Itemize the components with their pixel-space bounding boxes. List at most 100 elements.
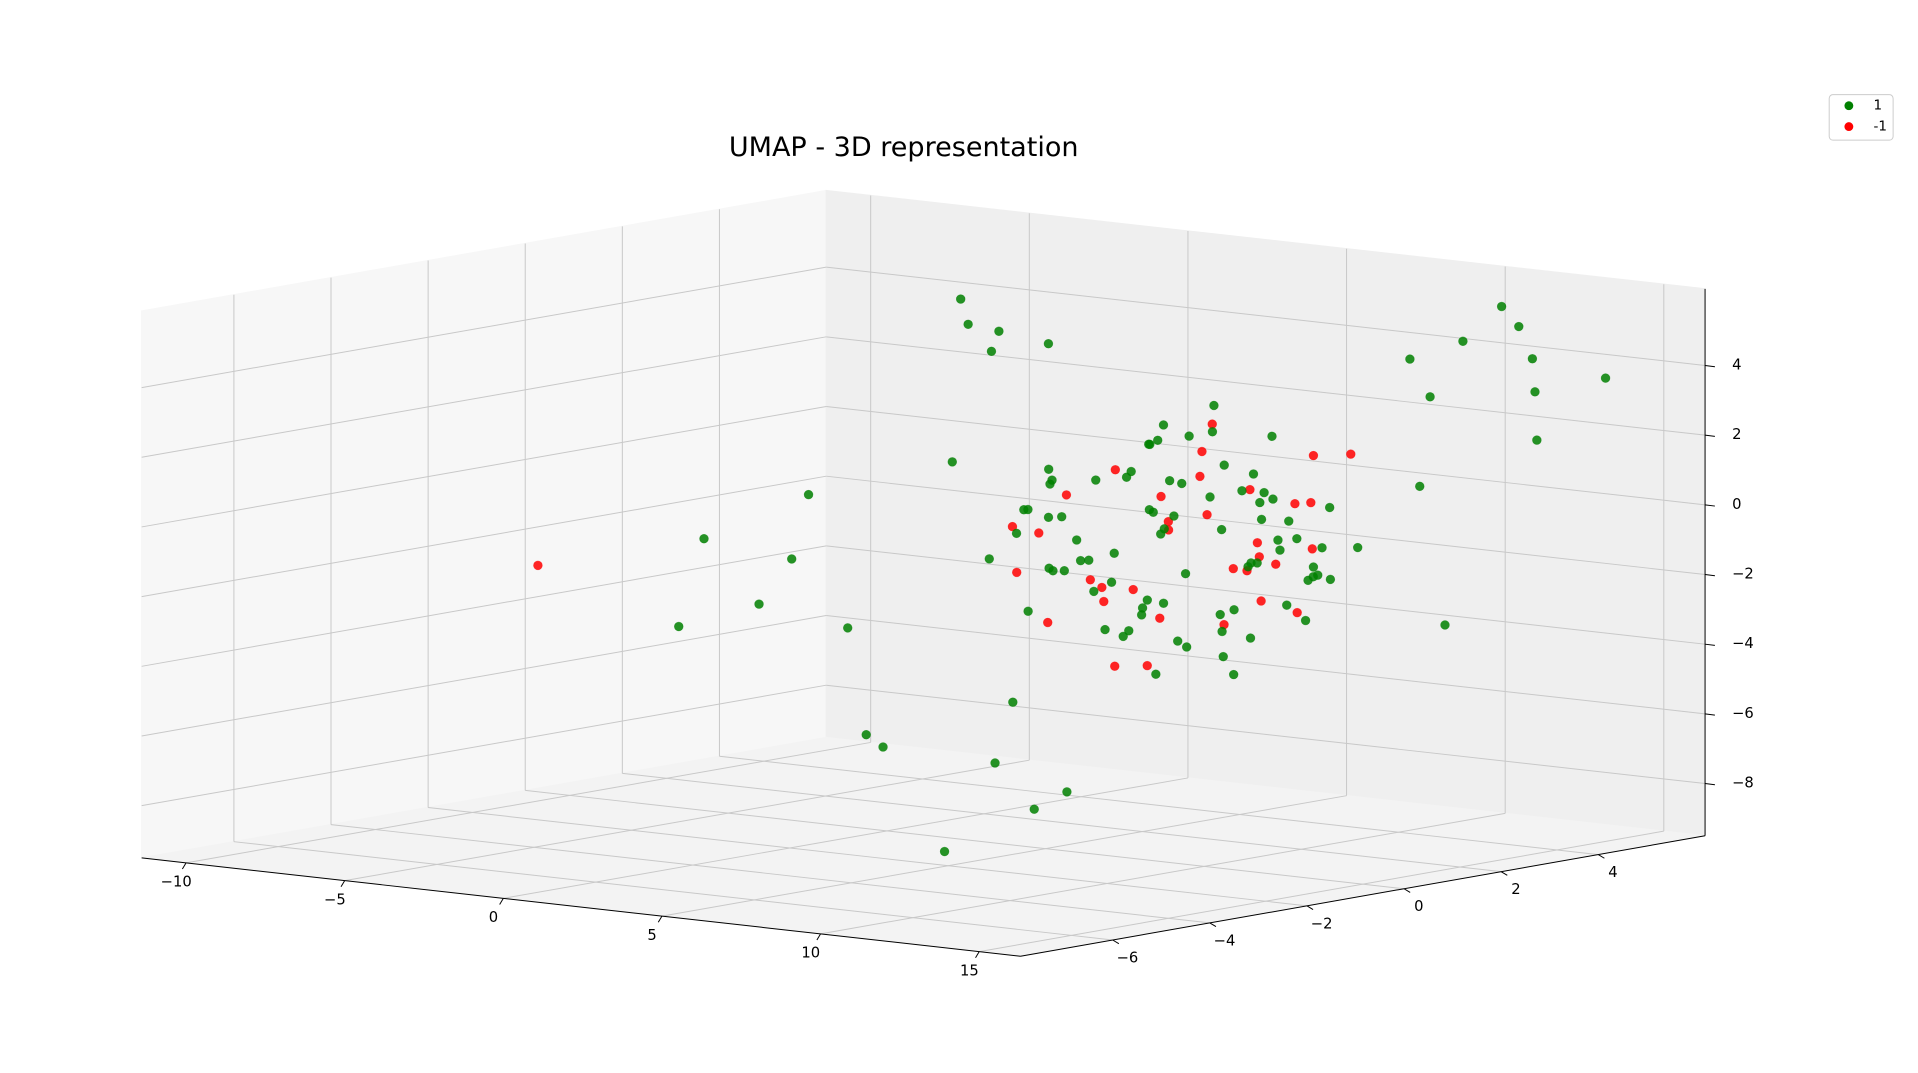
tick-mark bbox=[1306, 905, 1314, 910]
tick-mark bbox=[340, 880, 346, 888]
point bbox=[1023, 504, 1033, 515]
point bbox=[1252, 538, 1263, 548]
point bbox=[1303, 575, 1313, 586]
grid-line bbox=[141, 336, 827, 458]
point bbox=[861, 729, 871, 740]
point bbox=[1256, 596, 1266, 606]
point bbox=[1205, 492, 1215, 502]
point bbox=[1256, 514, 1267, 525]
axes: −10 −5 0 5 10 15 −6 −4 −2 0 2 4 −8 −6 −4 −2 0 2 4 bbox=[141, 288, 1754, 979]
point bbox=[1137, 603, 1148, 613]
x-axis bbox=[141, 857, 1021, 957]
point bbox=[1110, 661, 1120, 671]
grid-line bbox=[525, 789, 1405, 890]
grid-line bbox=[141, 684, 827, 807]
grid-line bbox=[344, 759, 1030, 882]
point bbox=[1425, 392, 1435, 402]
point bbox=[1352, 542, 1363, 553]
point bbox=[1255, 497, 1265, 508]
point bbox=[1047, 475, 1057, 485]
grid-line bbox=[826, 545, 1706, 645]
point bbox=[1248, 469, 1259, 479]
tick-mark bbox=[499, 898, 504, 905]
point bbox=[1106, 577, 1117, 587]
point bbox=[1195, 471, 1205, 482]
point bbox=[1128, 584, 1138, 595]
z-tick-label: −6 bbox=[1732, 705, 1754, 722]
point bbox=[1197, 446, 1207, 457]
point bbox=[1284, 516, 1294, 526]
grid-line bbox=[826, 475, 1706, 575]
point bbox=[1325, 574, 1336, 585]
grid bbox=[141, 195, 1706, 953]
point bbox=[1275, 545, 1285, 555]
point bbox=[1100, 624, 1110, 635]
grid-line bbox=[661, 795, 1347, 917]
point bbox=[1142, 595, 1153, 605]
point bbox=[1273, 535, 1283, 545]
point bbox=[1243, 562, 1253, 572]
point bbox=[1011, 528, 1022, 539]
grid-line bbox=[719, 755, 1599, 856]
point bbox=[1043, 338, 1054, 349]
pane-right bbox=[825, 189, 1706, 837]
x-tick-label: 0 bbox=[489, 909, 498, 926]
point bbox=[1292, 533, 1302, 544]
points bbox=[533, 294, 1611, 857]
y-tick-label: −2 bbox=[1311, 915, 1333, 932]
point bbox=[986, 346, 997, 357]
point bbox=[674, 621, 684, 632]
point bbox=[1034, 528, 1044, 538]
x-tick-label: 15 bbox=[960, 962, 979, 979]
point bbox=[1209, 400, 1219, 411]
point bbox=[1458, 336, 1468, 347]
point bbox=[1155, 613, 1165, 623]
point bbox=[1252, 558, 1262, 568]
grid-line bbox=[826, 336, 1706, 436]
point bbox=[1180, 568, 1191, 579]
point bbox=[1163, 516, 1174, 527]
point bbox=[1158, 598, 1169, 608]
point bbox=[699, 533, 709, 544]
point bbox=[1152, 435, 1163, 446]
point bbox=[1405, 354, 1415, 364]
grid-line bbox=[503, 777, 1189, 899]
tick-mark bbox=[1704, 713, 1715, 716]
point bbox=[1008, 697, 1018, 707]
point bbox=[1271, 559, 1281, 569]
point bbox=[1229, 605, 1239, 615]
point bbox=[1290, 498, 1300, 509]
point bbox=[1109, 548, 1119, 558]
point bbox=[1151, 669, 1161, 679]
point bbox=[1527, 354, 1538, 364]
point bbox=[1216, 524, 1227, 535]
point bbox=[1217, 626, 1227, 637]
tick-mark bbox=[975, 951, 980, 959]
point bbox=[1159, 524, 1169, 534]
point bbox=[1268, 494, 1278, 504]
point bbox=[955, 294, 966, 304]
point bbox=[1228, 669, 1239, 680]
point bbox=[1324, 502, 1335, 513]
grid-line bbox=[141, 406, 827, 528]
point bbox=[1237, 486, 1247, 496]
tick-mark bbox=[1704, 434, 1715, 437]
point bbox=[1307, 544, 1318, 554]
x-tick-label: 5 bbox=[647, 927, 656, 944]
point bbox=[1267, 431, 1277, 442]
point bbox=[1089, 586, 1099, 597]
grid-line bbox=[141, 475, 827, 598]
point bbox=[1023, 606, 1033, 616]
point bbox=[1306, 497, 1316, 508]
point bbox=[1177, 478, 1187, 489]
point bbox=[1084, 555, 1094, 565]
y-tick-label: −6 bbox=[1117, 949, 1139, 966]
point bbox=[1228, 563, 1239, 574]
point bbox=[984, 554, 995, 564]
point bbox=[1532, 435, 1542, 445]
point bbox=[1043, 617, 1053, 628]
point bbox=[1011, 567, 1022, 578]
grid-line bbox=[141, 615, 827, 737]
point bbox=[533, 560, 543, 571]
point bbox=[1219, 460, 1229, 470]
